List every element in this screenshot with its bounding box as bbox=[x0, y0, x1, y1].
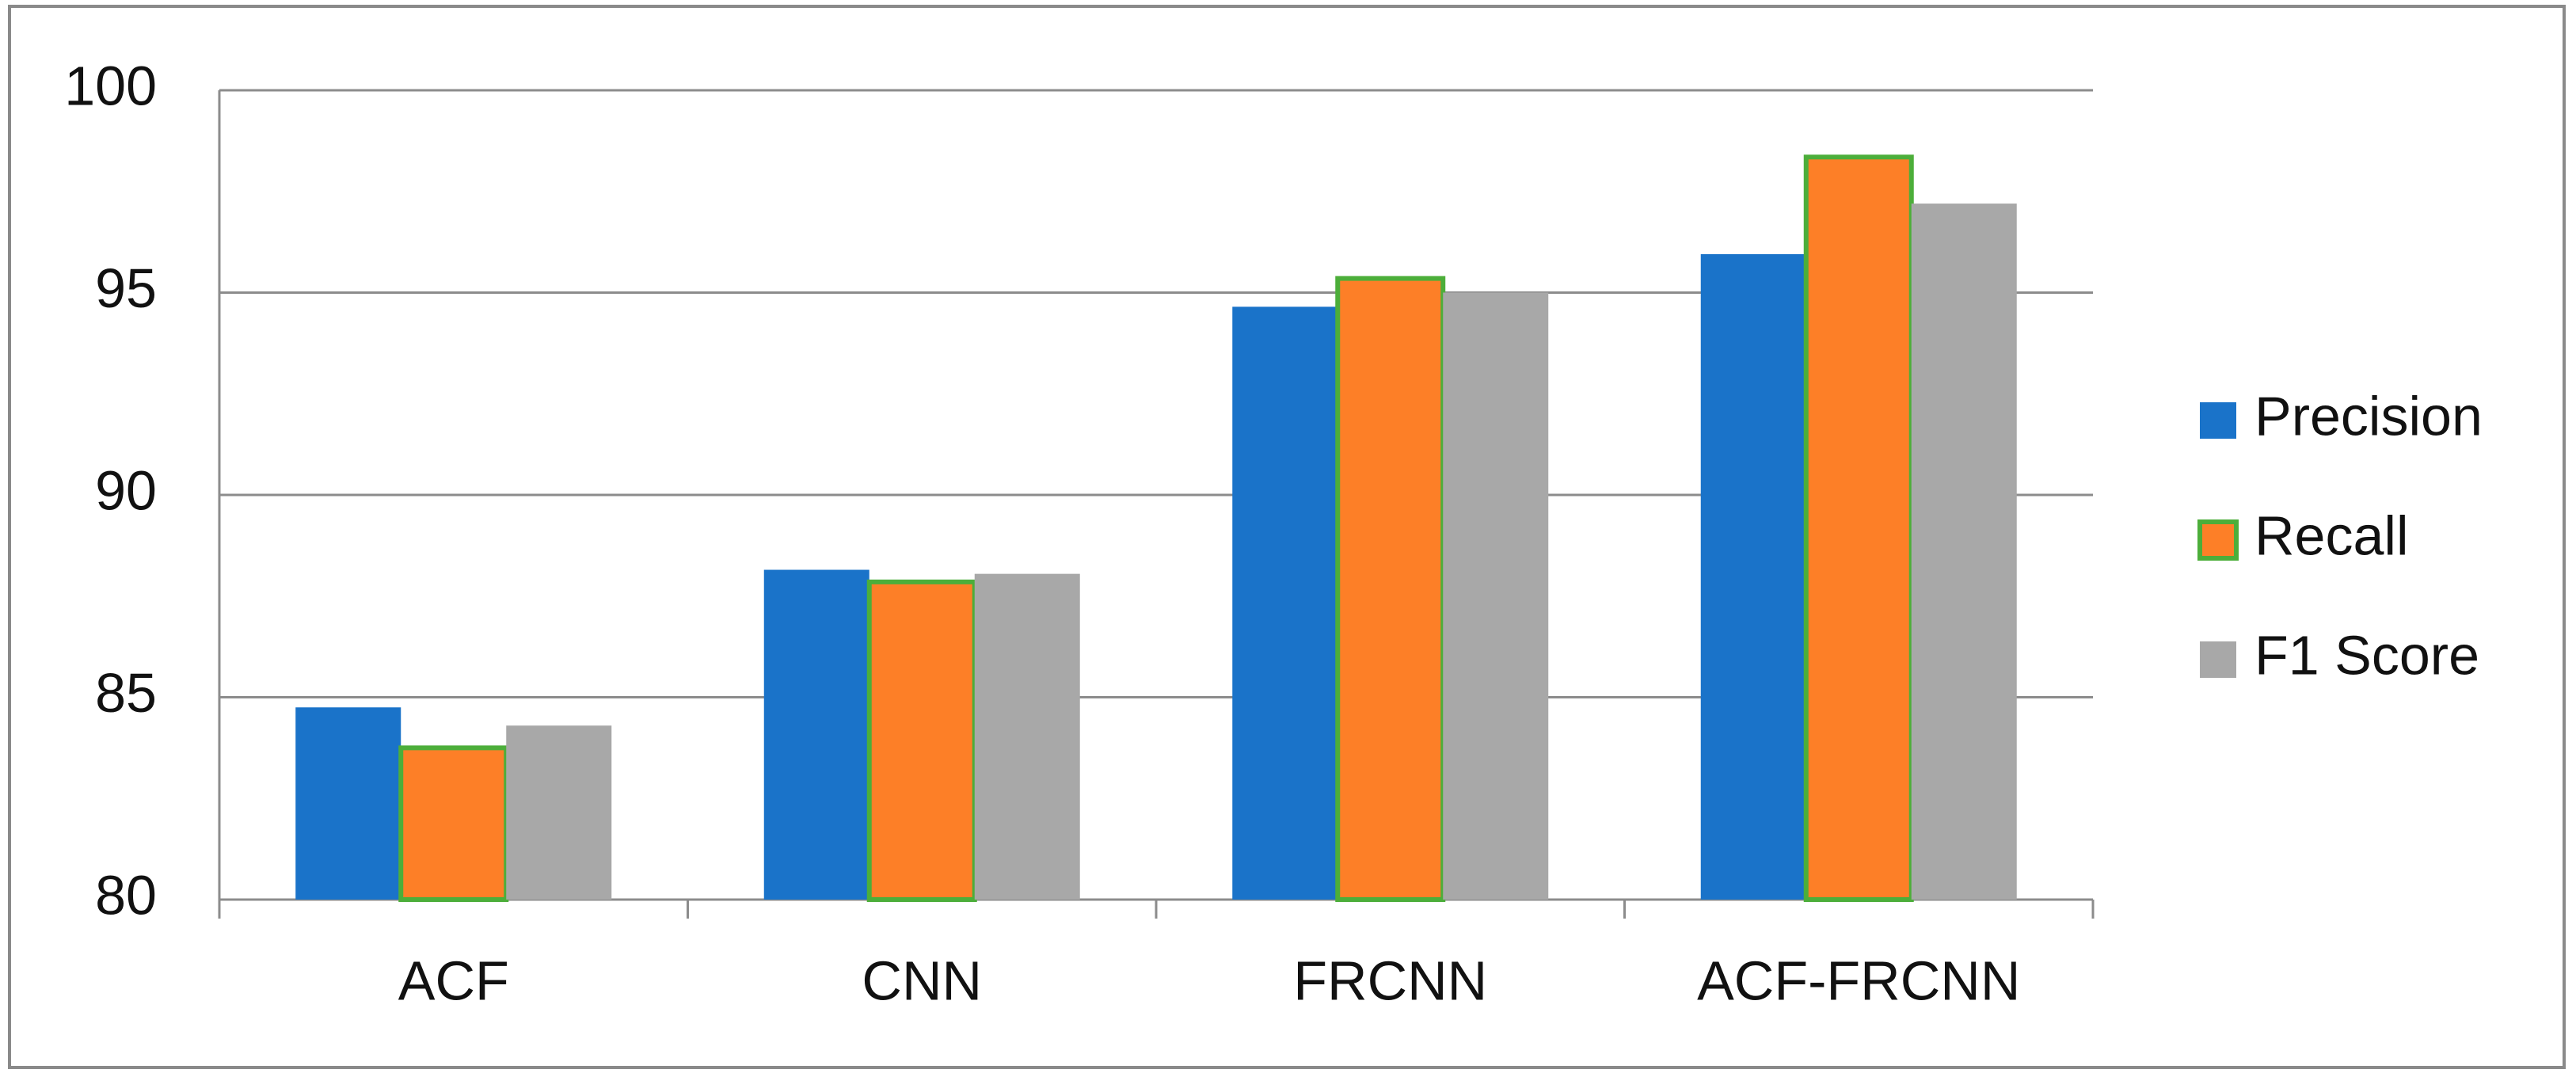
legend-label: F1 Score bbox=[2254, 624, 2479, 686]
bar bbox=[1911, 204, 2017, 900]
x-tick-label: ACF-FRCNN bbox=[1697, 949, 2020, 1011]
y-tick-label: 85 bbox=[95, 662, 157, 724]
bar bbox=[866, 579, 977, 902]
bar bbox=[1700, 253, 1806, 900]
bar bbox=[1443, 292, 1549, 900]
legend-label: Recall bbox=[2254, 504, 2409, 566]
legend-swatch bbox=[2200, 641, 2236, 678]
bar bbox=[974, 573, 1080, 900]
bar bbox=[506, 725, 612, 900]
bar bbox=[398, 745, 509, 902]
x-tick-label: CNN bbox=[862, 949, 982, 1011]
y-tick-label: 95 bbox=[95, 257, 157, 319]
bar bbox=[1803, 154, 1914, 902]
y-tick-label: 80 bbox=[95, 864, 157, 926]
x-tick-label: FRCNN bbox=[1293, 949, 1487, 1011]
bar bbox=[763, 569, 869, 900]
y-tick-label: 100 bbox=[64, 55, 157, 116]
legend-label: Precision bbox=[2254, 385, 2483, 447]
legend-swatch bbox=[2200, 402, 2236, 439]
legend-swatch bbox=[2197, 519, 2239, 561]
bar bbox=[1232, 306, 1338, 900]
x-tick-label: ACF bbox=[398, 949, 509, 1011]
y-tick-label: 90 bbox=[95, 459, 157, 521]
bar bbox=[295, 707, 401, 900]
bar bbox=[1335, 276, 1446, 902]
